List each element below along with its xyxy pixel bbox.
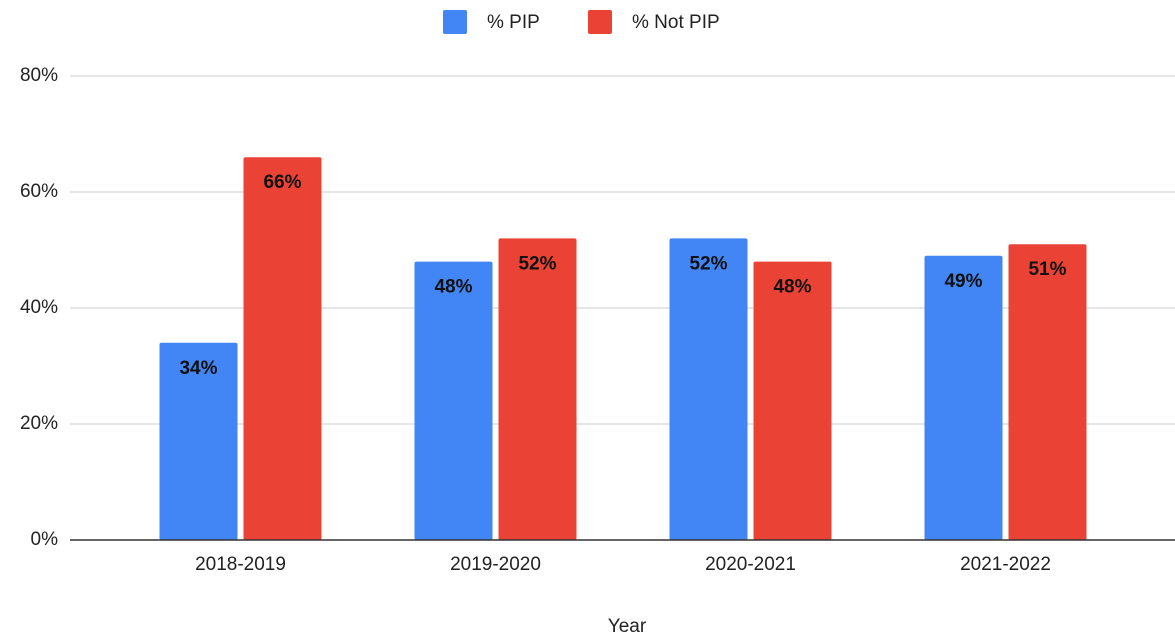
x-tick-label: 2019-2020 [450,554,541,575]
legend-label: % Not PIP [632,12,720,33]
x-tick-label: 2020-2021 [705,554,796,575]
legend-label: % PIP [487,12,540,33]
x-tick-label: 2018-2019 [195,554,286,575]
bar [924,255,1003,541]
y-tick-label: 40% [20,297,58,318]
y-tick-label: 60% [20,181,58,202]
bar [1008,244,1087,540]
legend-swatch [443,10,467,34]
x-axis-title: Year [608,616,647,637]
value-label: 49% [944,271,982,292]
value-label: 52% [518,253,556,274]
bar [669,238,748,540]
value-label: 66% [263,172,301,193]
value-label: 34% [179,358,217,379]
value-label: 48% [434,277,472,298]
y-tick-label: 80% [20,65,58,86]
legend-swatch [588,10,612,34]
bar [159,342,238,540]
value-label: 52% [689,253,727,274]
bar [498,238,577,540]
y-tick-label: 20% [20,413,58,434]
x-tick-label: 2021-2022 [960,554,1051,575]
bar [753,261,832,540]
value-label: 48% [773,277,811,298]
bar [414,261,493,540]
value-label: 51% [1028,259,1066,280]
bar [243,157,322,540]
y-tick-label: 0% [31,529,59,550]
